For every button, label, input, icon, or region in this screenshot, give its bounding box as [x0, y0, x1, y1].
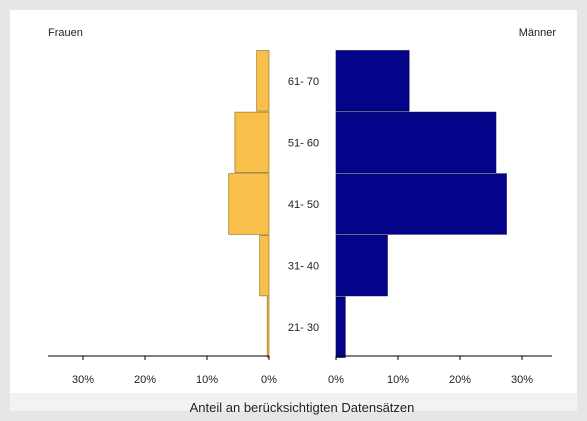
category-labels: 21- 30 31- 40 41- 50 51- 60 61- 70	[288, 76, 319, 334]
men-bars	[335, 50, 507, 358]
legend-men: Männer	[519, 27, 557, 39]
x-tick-label-left: 0%	[261, 374, 277, 386]
women-bar-21-30	[266, 296, 270, 358]
x-tick-label-left: 10%	[196, 374, 218, 386]
x-tick-label-left: 30%	[72, 374, 94, 386]
x-tick-label-right: 0%	[328, 374, 344, 386]
frame-bottom-band	[10, 393, 577, 411]
women-bar-61-70	[256, 50, 270, 112]
men-bar-51-60	[335, 111, 497, 173]
men-bar-21-30	[335, 296, 346, 358]
category-label: 31- 40	[288, 261, 319, 273]
category-label: 61- 70	[288, 76, 319, 88]
women-bar-51-60	[234, 111, 270, 173]
category-label: 21- 30	[288, 322, 319, 334]
category-label: 41- 50	[288, 199, 319, 211]
women-bar-31-40	[259, 235, 270, 297]
men-bar-31-40	[335, 235, 388, 297]
x-ticks: 30% 20% 10% 0% 0% 10% 20% 30%	[72, 356, 533, 386]
women-bar-41-50	[228, 173, 270, 235]
x-tick-label-right: 30%	[511, 374, 533, 386]
category-label: 51- 60	[288, 137, 319, 149]
x-tick-label-right: 20%	[449, 374, 471, 386]
x-tick-label-right: 10%	[387, 374, 409, 386]
x-tick-label-left: 20%	[134, 374, 156, 386]
women-bars	[228, 50, 270, 358]
men-bar-61-70	[335, 50, 410, 112]
x-axis-title: Anteil an berücksichtigten Datensätzen	[190, 400, 415, 415]
legend-women: Frauen	[48, 27, 83, 39]
men-bar-41-50	[335, 173, 507, 235]
